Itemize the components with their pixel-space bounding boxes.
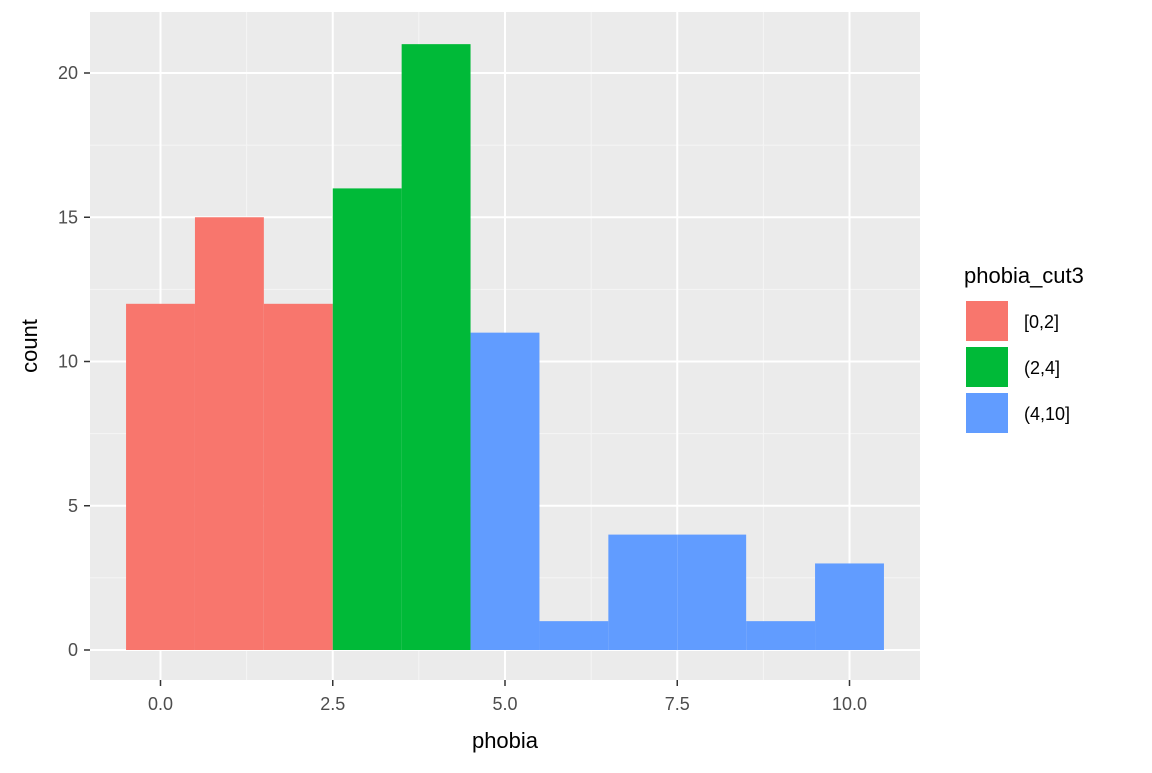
legend: phobia_cut3 [0,2] (2,4] (4,10] <box>964 263 1084 433</box>
x-tick-label: 0.0 <box>148 694 173 714</box>
bar-2-2 <box>608 534 678 650</box>
axis-ticks: 0.0 2.5 5.0 7.5 10.0 0 5 10 15 20 <box>58 63 867 714</box>
bar-2-3 <box>677 534 747 650</box>
y-tick-label: 5 <box>68 496 78 516</box>
bar-2-1 <box>539 621 609 650</box>
legend-key-1 <box>966 347 1008 387</box>
legend-title: phobia_cut3 <box>964 263 1084 288</box>
bar-0-1 <box>194 217 264 650</box>
bar-0-0 <box>126 303 195 650</box>
x-tick-label: 5.0 <box>492 694 517 714</box>
x-tick-label: 7.5 <box>665 694 690 714</box>
legend-label-2: (4,10] <box>1024 404 1070 424</box>
bar-0-2 <box>263 303 333 650</box>
x-tick-label: 2.5 <box>320 694 345 714</box>
y-tick-label: 20 <box>58 63 78 83</box>
y-axis-title: count <box>17 319 42 373</box>
bar-2-5 <box>815 563 884 650</box>
bar-1-0 <box>332 188 402 650</box>
bar-2-0 <box>470 332 540 650</box>
legend-key-0 <box>966 301 1008 341</box>
y-tick-label: 15 <box>58 207 78 227</box>
legend-label-1: (2,4] <box>1024 358 1060 378</box>
x-axis-title: phobia <box>472 728 539 753</box>
x-tick-label: 10.0 <box>832 694 867 714</box>
y-tick-label: 10 <box>58 352 78 372</box>
bar-1-1 <box>401 44 471 650</box>
bar-2-4 <box>746 621 816 650</box>
legend-label-0: [0,2] <box>1024 312 1059 332</box>
legend-key-2 <box>966 393 1008 433</box>
bars <box>126 44 884 650</box>
y-tick-label: 0 <box>68 640 78 660</box>
